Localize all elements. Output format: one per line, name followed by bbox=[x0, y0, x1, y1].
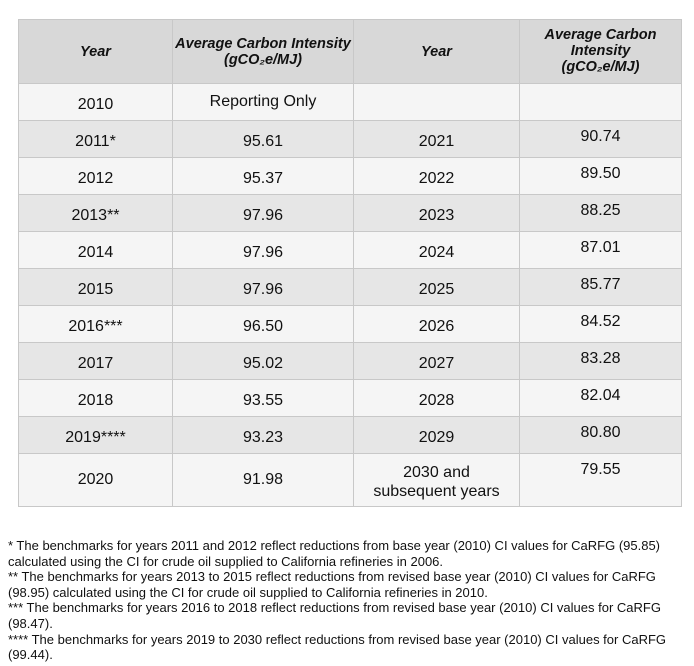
table-row: 2014 97.96 2024 87.01 bbox=[18, 231, 682, 269]
header-carbon-intensity: Average Carbon Intensity (gCO₂e/MJ) bbox=[172, 19, 354, 84]
year-cell: 2015 bbox=[18, 268, 173, 306]
value-cell: 95.37 bbox=[172, 157, 354, 195]
header-ci2-line2: Intensity bbox=[570, 43, 631, 59]
footnotes: * The benchmarks for years 2011 and 2012… bbox=[8, 538, 688, 663]
value-cell-2: 82.04 bbox=[519, 379, 682, 417]
value-cell: Reporting Only bbox=[172, 83, 354, 121]
value-cell-2: 84.52 bbox=[519, 305, 682, 343]
carbon-intensity-table: Year Average Carbon Intensity (gCO₂e/MJ)… bbox=[18, 19, 682, 507]
footnote-4: **** The benchmarks for years 2019 to 20… bbox=[8, 631, 667, 663]
carbon-intensity-table-container: Year Average Carbon Intensity (gCO₂e/MJ)… bbox=[18, 19, 682, 507]
year-cell: 2018 bbox=[18, 379, 173, 417]
value-cell: 97.96 bbox=[172, 268, 354, 306]
year-cell-2: 2029 bbox=[353, 416, 520, 454]
table-row: 2017 95.02 2027 83.28 bbox=[18, 342, 682, 380]
value-cell: 93.55 bbox=[172, 379, 354, 417]
header-carbon-intensity-2: Average Carbon Intensity (gCO₂e/MJ) bbox=[519, 19, 682, 84]
value-cell-2: 89.50 bbox=[519, 157, 682, 195]
value-cell: 97.96 bbox=[172, 194, 354, 232]
year-cell-2: 2028 bbox=[353, 379, 520, 417]
header-ci-line2: (gCO₂e/MJ) bbox=[223, 52, 303, 68]
header-year-2: Year bbox=[353, 19, 520, 84]
year-cell: 2011* bbox=[18, 120, 173, 158]
header-ci-line1: Average Carbon Intensity bbox=[175, 36, 351, 52]
year-cell: 2014 bbox=[18, 231, 173, 269]
year-2030-line1: 2030 and bbox=[403, 464, 470, 481]
header-ci2-line3: (gCO₂e/MJ) bbox=[561, 59, 640, 75]
table-row: 2012 95.37 2022 89.50 bbox=[18, 157, 682, 195]
year-cell-2: 2025 bbox=[353, 268, 520, 306]
year-cell: 2016*** bbox=[18, 305, 173, 343]
year-cell: 2019**** bbox=[18, 416, 173, 454]
year-cell-2: 2022 bbox=[353, 157, 520, 195]
footnote-1: * The benchmarks for years 2011 and 2012… bbox=[8, 538, 661, 569]
footnote-2: ** The benchmarks for years 2013 to 2015… bbox=[8, 569, 656, 600]
year-cell-2 bbox=[353, 83, 520, 121]
value-cell: 93.23 bbox=[172, 416, 354, 454]
value-cell: 95.61 bbox=[172, 120, 354, 158]
value-cell: 96.50 bbox=[172, 305, 354, 343]
year-2030-line2: subsequent years bbox=[373, 483, 500, 500]
footnote-3: *** The benchmarks for years 2016 to 201… bbox=[8, 600, 661, 631]
header-ci2-line1: Average Carbon bbox=[544, 27, 657, 43]
table-row: 2018 93.55 2028 82.04 bbox=[18, 379, 682, 417]
header-year: Year bbox=[18, 19, 173, 84]
value-cell-2: 83.28 bbox=[519, 342, 682, 380]
table-header-row: Year Average Carbon Intensity (gCO₂e/MJ)… bbox=[18, 19, 682, 84]
table-row: 2020 91.98 2030 and subsequent years 79.… bbox=[18, 453, 682, 507]
year-cell-2: 2030 and subsequent years bbox=[353, 453, 520, 507]
year-cell: 2012 bbox=[18, 157, 173, 195]
value-cell: 97.96 bbox=[172, 231, 354, 269]
value-cell-2: 79.55 bbox=[519, 453, 682, 507]
value-cell-2: 90.74 bbox=[519, 120, 682, 158]
value-cell-2: 85.77 bbox=[519, 268, 682, 306]
year-cell-2: 2021 bbox=[353, 120, 520, 158]
table-row: 2019**** 93.23 2029 80.80 bbox=[18, 416, 682, 454]
table-row: 2015 97.96 2025 85.77 bbox=[18, 268, 682, 306]
value-cell-2: 87.01 bbox=[519, 231, 682, 269]
year-cell-2: 2023 bbox=[353, 194, 520, 232]
year-cell: 2010 bbox=[18, 83, 173, 121]
year-cell-2: 2026 bbox=[353, 305, 520, 343]
year-cell: 2020 bbox=[18, 453, 173, 507]
table-row: 2013** 97.96 2023 88.25 bbox=[18, 194, 682, 232]
year-cell: 2013** bbox=[18, 194, 173, 232]
value-cell: 95.02 bbox=[172, 342, 354, 380]
year-cell-2: 2024 bbox=[353, 231, 520, 269]
table-row: 2010 Reporting Only bbox=[18, 83, 682, 121]
table-row: 2016*** 96.50 2026 84.52 bbox=[18, 305, 682, 343]
year-cell-2: 2027 bbox=[353, 342, 520, 380]
value-cell-2: 88.25 bbox=[519, 194, 682, 232]
year-cell: 2017 bbox=[18, 342, 173, 380]
value-cell: 91.98 bbox=[172, 453, 354, 507]
value-cell-2: 80.80 bbox=[519, 416, 682, 454]
value-cell-2 bbox=[519, 83, 682, 121]
table-row: 2011* 95.61 2021 90.74 bbox=[18, 120, 682, 158]
